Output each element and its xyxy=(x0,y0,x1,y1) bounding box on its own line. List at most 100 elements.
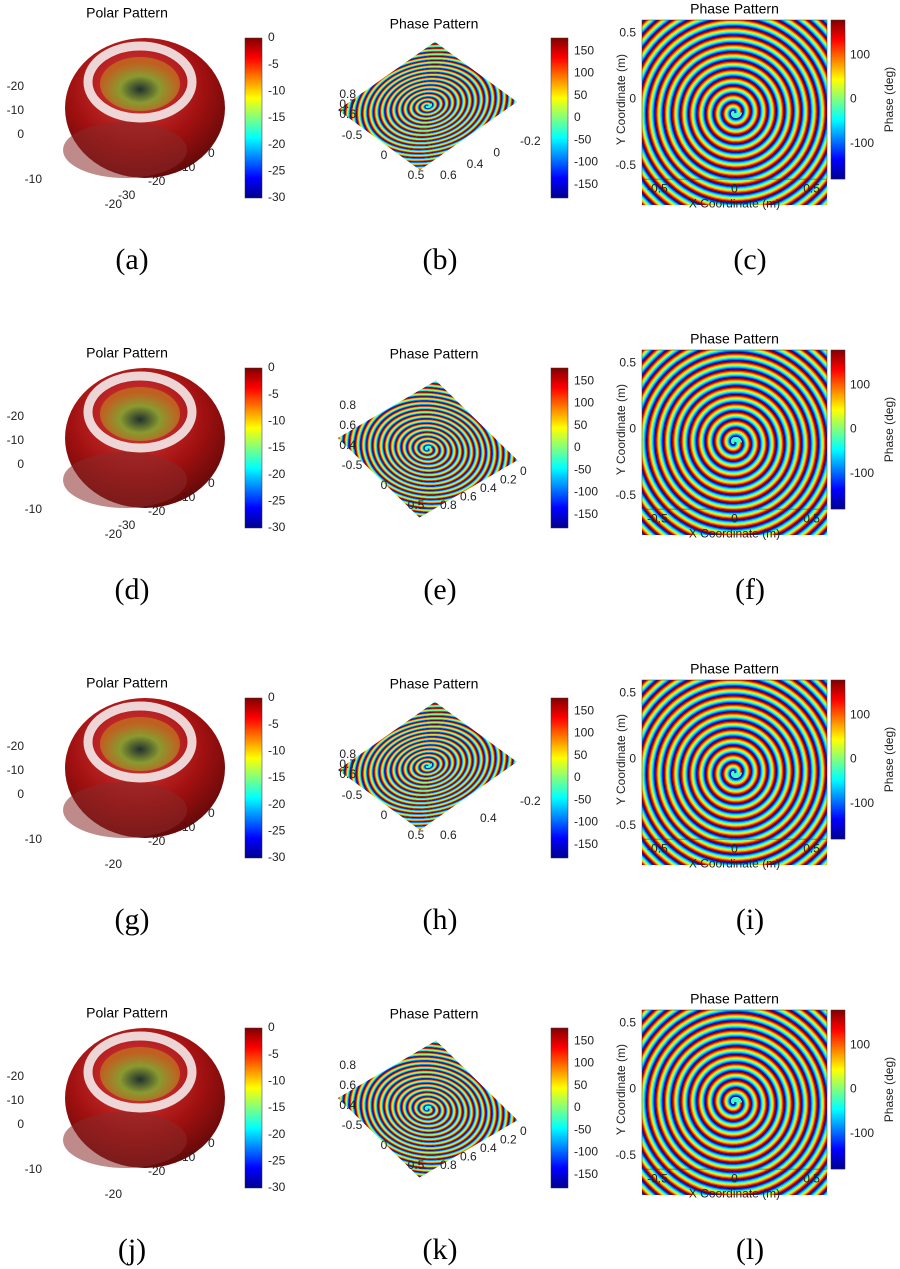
z-tick: 0.8 xyxy=(339,87,356,101)
x-tick: 0.5 xyxy=(408,168,425,182)
colorbar xyxy=(550,367,569,529)
y-tick: 0 xyxy=(493,146,500,160)
colorbar-tick: -30 xyxy=(268,1180,286,1194)
panel-title: Phase Pattern xyxy=(390,346,479,362)
caption: (k) xyxy=(423,1233,458,1266)
colorbar-tick: 150 xyxy=(574,1034,594,1048)
y-tick: 0.5 xyxy=(619,1015,636,1029)
x-label: X Coordinate (m) xyxy=(689,1186,780,1200)
core xyxy=(100,717,180,771)
axes-box xyxy=(641,1009,828,1170)
x-tick: -10 xyxy=(25,172,43,186)
y-label: Y Coordinate (m) xyxy=(614,384,628,475)
panel-title: Phase Pattern xyxy=(390,1006,479,1022)
y-tick: -10 xyxy=(178,1150,196,1164)
spiral-band xyxy=(338,701,517,830)
y-tick: -30 xyxy=(118,518,136,532)
colorbar-tick: 100 xyxy=(574,1056,594,1070)
colorbar-tick: -50 xyxy=(574,792,592,806)
y-tick: 0.4 xyxy=(480,811,497,825)
y-tick: -0.5 xyxy=(615,1148,636,1162)
x-tick: 0.5 xyxy=(803,841,820,855)
colorbar-tick: -5 xyxy=(268,387,279,401)
y-tick: 0 xyxy=(208,1136,215,1150)
z-tick: 0.6 xyxy=(339,767,356,781)
z-tick: 0.6 xyxy=(339,418,356,432)
row: Polar Pattern0-5-10-15-20-25-30-20-100-1… xyxy=(7,1,897,276)
colorbar-tick: -30 xyxy=(268,850,286,864)
x-tick: 0.5 xyxy=(803,181,820,195)
y-tick: -0.2 xyxy=(520,134,541,148)
caption: (c) xyxy=(733,243,766,276)
panel-title: Phase Pattern xyxy=(690,661,779,677)
spiral-band xyxy=(642,680,827,865)
panel-title: Phase Pattern xyxy=(690,991,779,1007)
colorbar-tick: -10 xyxy=(268,1074,286,1088)
colorbar-tick: 0 xyxy=(850,752,857,766)
y-tick: 0 xyxy=(629,752,636,766)
x-tick: -10 xyxy=(25,832,43,846)
colorbar-tick: 0 xyxy=(850,1082,857,1096)
spiral-band xyxy=(338,380,518,518)
x-tick: -20 xyxy=(105,1187,123,1201)
colorbar-tick: 100 xyxy=(850,48,870,62)
z-tick: 0.6 xyxy=(339,1078,356,1092)
caption: (a) xyxy=(115,243,148,276)
spiral-band xyxy=(642,350,827,535)
y-tick: 0.6 xyxy=(460,1150,477,1164)
panel-title: Polar Pattern xyxy=(86,675,168,691)
spiral-band xyxy=(642,350,827,535)
z-tick: 0.4 xyxy=(339,438,356,452)
colorbar xyxy=(244,697,263,859)
panel-title: Polar Pattern xyxy=(86,1005,168,1021)
axes-box xyxy=(641,19,828,180)
spiral-band xyxy=(338,1040,518,1178)
colorbar-tick: 0 xyxy=(574,110,581,124)
z-tick: -10 xyxy=(7,1093,25,1107)
base xyxy=(63,452,187,508)
y-tick: -0.5 xyxy=(615,488,636,502)
colorbar-tick: -100 xyxy=(850,466,874,480)
colorbar xyxy=(550,697,569,859)
z-tick: -20 xyxy=(7,79,25,93)
colorbar-tick: 0 xyxy=(268,690,275,704)
spiral-band xyxy=(642,20,827,205)
colorbar-tick: -100 xyxy=(574,815,598,829)
y-tick: 0 xyxy=(629,422,636,436)
x-tick: -20 xyxy=(105,197,123,211)
y-tick: -20 xyxy=(148,504,166,518)
colorbar-tick: -30 xyxy=(268,520,286,534)
colorbar xyxy=(550,1027,569,1189)
colorbar xyxy=(830,349,846,510)
x-tick: -0.5 xyxy=(342,1118,363,1132)
spiral-band xyxy=(642,680,827,865)
spiral-band xyxy=(338,380,518,518)
colorbar-tick: 50 xyxy=(574,88,588,102)
colorbar-tick: 0 xyxy=(850,422,857,436)
x-tick: 0 xyxy=(381,478,388,492)
caption: (h) xyxy=(423,903,458,936)
y-tick: 0.6 xyxy=(440,168,457,182)
spiral-band xyxy=(642,350,827,535)
y-tick: 0.8 xyxy=(440,1158,457,1172)
x-tick: -0.5 xyxy=(647,511,668,525)
spiral-band xyxy=(642,350,827,535)
caption: (j) xyxy=(118,1233,146,1266)
x-tick: -0.5 xyxy=(647,1171,668,1185)
y-tick: 0 xyxy=(520,464,527,478)
panel-title: Phase Pattern xyxy=(390,16,479,32)
colorbar-tick: -10 xyxy=(268,414,286,428)
colorbar-tick: -10 xyxy=(268,744,286,758)
caption: (g) xyxy=(115,903,150,936)
colorbar-tick: 50 xyxy=(574,748,588,762)
y-label: Y Coordinate (m) xyxy=(614,714,628,805)
x-tick: -20 xyxy=(105,527,123,541)
spiral-band xyxy=(338,701,517,830)
spiral-band xyxy=(338,380,518,518)
y-tick: 0 xyxy=(208,806,215,820)
x-tick: -10 xyxy=(25,502,43,516)
caption: (b) xyxy=(423,243,458,276)
colorbar-tick: -150 xyxy=(574,1167,598,1181)
spiral-band xyxy=(642,1010,827,1195)
y-tick: 0.5 xyxy=(619,25,636,39)
